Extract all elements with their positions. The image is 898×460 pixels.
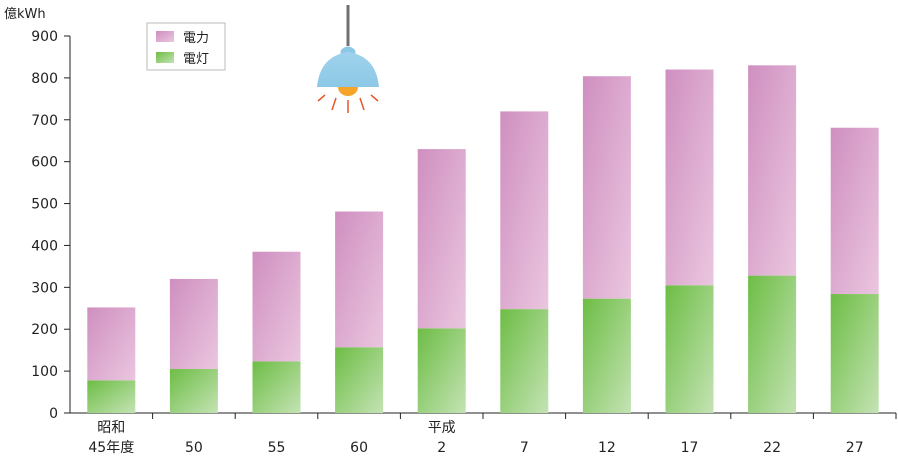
bar-lighting	[665, 285, 714, 413]
y-tick-label: 600	[31, 155, 58, 171]
x-tick-label: 2	[437, 440, 446, 456]
x-era-label: 平成	[428, 420, 456, 436]
bar-power	[582, 76, 631, 299]
bar-power	[748, 65, 797, 276]
legend-swatch-lighting	[156, 52, 174, 63]
legend-label-power: 電力	[183, 31, 209, 46]
y-tick-label: 700	[31, 113, 58, 129]
legend-label-lighting: 電灯	[183, 52, 209, 67]
y-tick-label: 900	[31, 29, 58, 45]
bar-lighting	[252, 361, 301, 413]
legend-swatch-power	[156, 31, 174, 42]
x-tick-label: 50	[185, 440, 203, 456]
bar-power	[169, 278, 218, 370]
y-tick-label: 800	[31, 71, 58, 87]
x-tick-label: 45年度	[88, 440, 134, 456]
bar-power	[417, 149, 466, 329]
x-tick-label: 7	[520, 440, 529, 456]
bar-power	[500, 111, 549, 310]
y-tick-label: 100	[31, 364, 58, 380]
bar-power	[830, 127, 879, 295]
y-tick-label: 200	[31, 322, 58, 338]
x-tick-label: 27	[846, 440, 864, 456]
bar-lighting	[87, 380, 136, 413]
bar-lighting	[169, 369, 218, 413]
bar-lighting	[748, 275, 797, 413]
y-tick-label: 300	[31, 280, 58, 296]
y-tick-label: 400	[31, 238, 58, 254]
bar-lighting	[417, 328, 466, 413]
x-tick-label: 55	[268, 440, 286, 456]
bar-lighting	[830, 294, 879, 413]
x-tick-label: 17	[681, 440, 699, 456]
bar-lighting	[500, 309, 549, 413]
legend: 電力 電灯	[146, 22, 226, 71]
bar-power	[335, 211, 384, 348]
y-axis-unit-label: 億kWh	[4, 6, 46, 22]
bar-power	[252, 251, 301, 362]
ceiling-lamp-icon	[317, 5, 379, 113]
x-tick-label: 60	[350, 440, 368, 456]
bar-power	[87, 307, 136, 381]
x-era-label: 昭和	[97, 420, 125, 436]
bar-lighting	[582, 298, 631, 413]
x-tick-label: 22	[763, 440, 781, 456]
y-tick-label: 0	[49, 406, 58, 422]
bar-lighting	[335, 347, 384, 413]
bar-power	[665, 69, 714, 286]
y-tick-label: 500	[31, 197, 58, 213]
x-tick-label: 12	[598, 440, 616, 456]
